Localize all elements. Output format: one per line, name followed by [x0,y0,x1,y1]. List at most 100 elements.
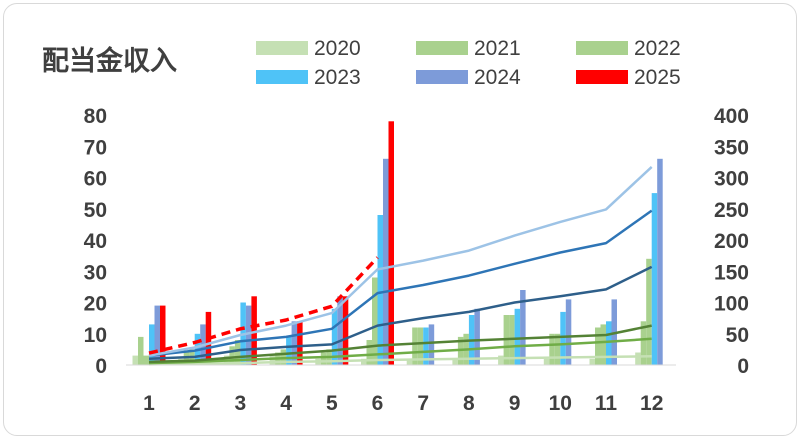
x-axis: 1 2 3 4 5 6 7 8 9 10 11 12 [126,364,676,415]
bar-2025-1 [160,305,166,365]
legend-label-2023: 2023 [314,66,361,89]
bar-2020-4 [269,355,276,365]
bar-2025-3 [251,296,257,366]
x-axis-tick: 5 [326,392,338,415]
left-axis: 0 10 20 30 40 50 60 70 80 [84,105,107,378]
bar-2023-12 [651,193,658,365]
chart-card: 配当金収入 2020 2021 2022 2023 2024 2025 0 10 20 30 40… [3,3,797,436]
right-axis-tick: 200 [714,230,749,253]
bar-2020-7 [406,358,413,366]
bar-2023-11 [606,321,612,366]
bar-2020-11 [589,358,595,366]
bar-2021-5 [320,352,327,365]
right-axis-tick: 50 [726,324,749,347]
x-axis-tick: 9 [509,392,521,415]
x-axis-tick: 8 [463,392,475,415]
bar-2021-6 [366,340,372,365]
bar-2020-9 [498,355,504,365]
bar-2021-12 [640,321,647,366]
bar-2024-9 [520,290,526,365]
right-axis: 0 50 100 150 200 250 300 350 400 [714,105,749,378]
legend: 2020 2021 2022 2023 2024 2025 [256,37,681,89]
legend-swatch-2020 [256,41,308,55]
right-axis-tick: 300 [714,168,749,191]
bar-2021-1 [138,336,144,365]
legend-swatch-2023 [256,70,308,84]
left-axis-tick: 10 [84,324,107,347]
right-axis-tick: 250 [714,199,749,222]
bar-2020-8 [452,358,458,366]
x-axis-tick: 7 [417,392,429,415]
x-axis-tick: 12 [640,392,663,415]
chart-title: 配当金収入 [42,45,177,77]
legend-swatch-2025 [576,70,628,84]
bar-2021-2 [183,352,190,365]
bar-2024-7 [428,324,435,365]
x-axis-tick: 4 [280,392,292,415]
bar-2021-7 [412,327,418,365]
cumulative-line-2024-cumulative [148,165,653,357]
cumulative-line-2020 [148,355,652,366]
left-axis-tick: 40 [84,230,107,253]
x-axis-tick: 11 [595,392,618,415]
left-axis-tick: 30 [84,261,107,284]
x-axis-tick: 1 [143,392,155,415]
cumulative-line-2023 [148,265,653,361]
left-axis-tick: 60 [84,168,107,191]
bar-2023-9 [514,308,521,366]
bar-2022-12 [646,258,652,366]
x-axis-tick: 10 [549,392,572,415]
x-axis-tick: 3 [235,392,247,415]
bar-2024-8 [474,308,480,366]
bar-2023-5 [331,308,338,366]
bar-2022-11 [600,324,606,365]
right-axis-tick: 400 [714,105,749,128]
cumulative-line-2024 [148,209,653,357]
bar-2020-12 [635,352,641,365]
left-axis-tick: 70 [84,136,107,159]
legend-label-2022: 2022 [634,37,681,60]
bar-2024-5 [337,296,343,366]
bar-2022-3 [234,340,241,365]
bar-2021-10 [549,333,555,366]
bar-2023-7 [423,327,429,365]
legend-label-2025: 2025 [634,66,681,89]
legend-swatch-2022 [576,41,628,55]
bar-2024-10 [565,299,572,365]
bar-2025-5 [342,296,349,366]
bar-2020-1 [132,355,138,365]
legend-label-2020: 2020 [314,37,361,60]
right-axis-tick: 150 [714,261,749,284]
legend-label-2021: 2021 [474,37,521,60]
bar-2024-6 [383,158,389,366]
bar-2020-10 [543,358,550,366]
legend-swatch-2021 [416,41,468,55]
legend-label-2024: 2024 [474,66,521,89]
bar-2023-4 [286,336,292,365]
bar-2024-4 [291,321,298,366]
cumulative-line-2021 [148,337,652,365]
x-axis-tick: 2 [189,392,201,415]
legend-swatch-2024 [416,70,468,84]
x-axis-tick: 6 [372,392,384,415]
right-axis-tick: 100 [714,293,749,316]
left-axis-tick: 50 [84,199,107,222]
bar-2024-3 [245,305,252,365]
bar-2025-6 [388,121,394,366]
bar-2024-1 [154,305,160,365]
cumulative-line-2025 [148,256,379,355]
bar-2025-4 [297,321,303,366]
bar-2023-10 [560,311,566,365]
right-axis-tick: 350 [714,136,749,159]
cumulative-line-group [148,165,653,366]
bar-2022-7 [417,327,424,365]
bar-2020-6 [361,358,367,366]
left-axis-tick: 20 [84,293,107,316]
bar-2021-3 [229,346,235,366]
bar-2024-12 [657,158,663,366]
cumulative-line-2022 [148,324,652,364]
left-axis-tick: 80 [84,105,107,128]
right-axis-tick: 0 [737,355,749,378]
bar-2023-1 [149,324,155,365]
